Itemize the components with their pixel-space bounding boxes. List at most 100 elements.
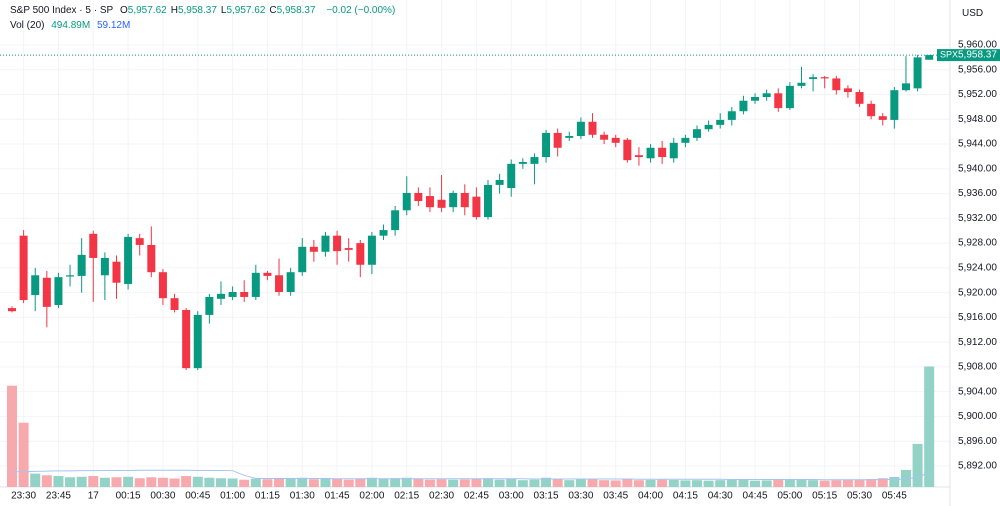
- candle-body: [727, 111, 736, 120]
- volume-bar: [657, 479, 668, 487]
- volume-bar: [796, 479, 807, 487]
- candle-body: [553, 132, 562, 148]
- volume-bar: [831, 480, 842, 487]
- volume-bar: [7, 385, 17, 487]
- volume-bar: [552, 478, 563, 487]
- volume-bar: [622, 478, 633, 487]
- y-tick-label: 5,952.00: [958, 89, 997, 100]
- candle-body: [286, 272, 295, 293]
- ohlc-label: H: [170, 5, 178, 16]
- volume-bar: [111, 477, 122, 487]
- volume-bar: [134, 478, 145, 487]
- candle-body: [774, 93, 783, 109]
- candle-body: [739, 100, 748, 112]
- volume-bar: [517, 480, 528, 487]
- volume-bar: [332, 478, 343, 487]
- candle-body: [240, 292, 249, 297]
- volume-bar: [599, 480, 610, 487]
- candle-body: [809, 77, 818, 80]
- change: −0.02 (−0.00%): [326, 5, 396, 16]
- volume-bar: [436, 479, 447, 487]
- ohlc-value: 5,957.62: [127, 5, 167, 16]
- ohlc-value: 5,958.37: [177, 5, 217, 16]
- y-tick-label: 5,936.00: [958, 188, 997, 199]
- candle-body: [600, 134, 609, 140]
- volume-bar: [192, 476, 203, 487]
- x-tick-label: 01:45: [325, 491, 350, 502]
- volume-value: 494.89M: [51, 20, 91, 31]
- candle-body: [460, 192, 469, 208]
- candle-body: [820, 77, 829, 79]
- volume-label: Vol (20): [10, 20, 45, 31]
- candle-body: [425, 196, 434, 208]
- x-tick-label: 00:15: [116, 491, 141, 502]
- x-tick-label: 17: [88, 491, 100, 502]
- candle-body: [344, 248, 353, 250]
- volume-bar: [889, 477, 900, 487]
- candle-body: [669, 142, 678, 159]
- volume-bar: [633, 480, 644, 487]
- x-tick-label: 05:00: [777, 491, 802, 502]
- candle-body: [158, 272, 167, 299]
- candle-body: [495, 179, 504, 185]
- volume-bar: [494, 479, 505, 487]
- candle-body: [437, 199, 446, 208]
- price-tag-symbol: SPX: [940, 49, 958, 59]
- candle-body: [321, 235, 330, 252]
- candle-body: [112, 261, 121, 283]
- y-tick-label: 5,904.00: [958, 386, 997, 397]
- volume-bar: [691, 480, 702, 487]
- volume-ma-line: [11, 469, 930, 481]
- volume-bar: [285, 478, 296, 487]
- candle-body: [135, 238, 144, 245]
- candle-body: [100, 257, 109, 276]
- volume-bar: [529, 479, 540, 487]
- volume-bar: [308, 479, 319, 487]
- volume-bar: [680, 480, 691, 487]
- y-tick-label: 5,912.00: [958, 337, 997, 348]
- volume-bar: [808, 480, 819, 487]
- volume-bar: [483, 478, 494, 487]
- volume-bar: [784, 478, 795, 487]
- candle-body: [681, 137, 690, 143]
- candle-body: [832, 78, 841, 91]
- x-tick-label: 03:15: [534, 491, 559, 502]
- volume-bar: [715, 480, 726, 487]
- volume-bar: [343, 479, 354, 487]
- candle-body: [391, 210, 400, 231]
- volume-bar: [703, 480, 714, 487]
- volume-bar: [239, 479, 250, 487]
- candle-body: [124, 236, 133, 284]
- ohlc-value: 5,958.37: [276, 5, 316, 16]
- candle-body: [623, 139, 632, 161]
- candle-body: [472, 196, 481, 218]
- volume-bar: [773, 479, 784, 487]
- y-tick-label: 5,948.00: [958, 114, 997, 125]
- x-tick-label: 05:30: [847, 491, 872, 502]
- volume-bar: [401, 477, 412, 487]
- y-tick-label: 5,940.00: [958, 163, 997, 174]
- x-tick-label: 02:00: [359, 491, 384, 502]
- volume-bar: [726, 479, 737, 487]
- candle-body: [518, 162, 527, 164]
- x-tick-label: 03:45: [603, 491, 628, 502]
- x-tick-label: 02:45: [464, 491, 489, 502]
- volume-bar: [541, 477, 552, 487]
- candle-body: [66, 275, 75, 277]
- volume-bar: [912, 443, 923, 487]
- x-tick-label: 23:45: [46, 491, 71, 502]
- volume-bar: [320, 478, 331, 487]
- candle-body: [565, 136, 574, 138]
- y-tick-label: 5,920.00: [958, 287, 997, 298]
- candle-body: [751, 97, 760, 101]
- candle-body: [716, 119, 725, 125]
- x-tick-label: 02:15: [394, 491, 419, 502]
- candle-body: [356, 243, 365, 265]
- volume-bar: [645, 479, 656, 487]
- volume-bar: [169, 478, 180, 487]
- candle-body: [19, 235, 28, 301]
- volume-bar: [215, 478, 226, 487]
- x-tick-label: 05:15: [812, 491, 837, 502]
- candle-body: [542, 132, 551, 158]
